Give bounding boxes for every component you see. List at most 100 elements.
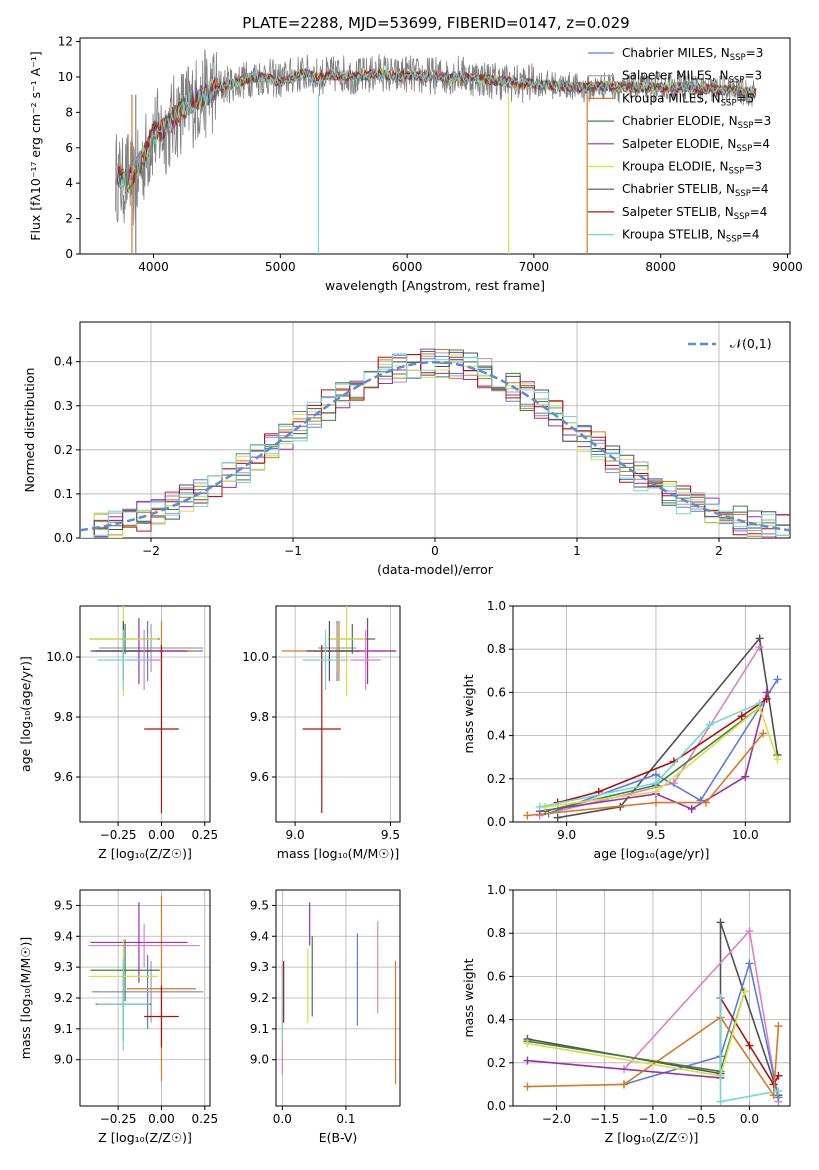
mass-weight-marker xyxy=(553,813,562,822)
x-tick-label: 0.00 xyxy=(148,1112,175,1126)
errorbar-point xyxy=(306,621,353,681)
errorbar-point xyxy=(302,645,341,813)
x-tick-label: −1.5 xyxy=(590,1112,619,1126)
y-tick-label: 0.6 xyxy=(487,969,506,983)
y-tick-label: 1.0 xyxy=(487,883,506,897)
x-tick-label: 9.0 xyxy=(286,828,305,842)
y-tick-label: 0.2 xyxy=(487,772,506,786)
age-vs-mass-plot xyxy=(281,606,397,813)
y-tick-label: 9.8 xyxy=(250,710,269,724)
x-tick-label: −1.0 xyxy=(638,1112,667,1126)
mass-weight-line xyxy=(545,706,779,808)
mass-weight-line xyxy=(623,960,780,1098)
errorbar-point xyxy=(90,902,188,983)
mass-weight-line xyxy=(548,678,779,815)
y-tick-label: 0.2 xyxy=(487,1056,506,1070)
massweight-vs-age-axes: 9.0 9.5 10.0 0.0 0.2 0.4 0.6 0.8 1.0 age [log₁₀(a… xyxy=(461,599,791,861)
legend-entry: Salpeter ELODIE, NSSP=4 xyxy=(622,137,770,154)
legend-entry: Kroupa MILES, NSSP=5 xyxy=(622,91,754,108)
x-tick-label: 0.0 xyxy=(273,1112,292,1126)
y-tick-label: 1.0 xyxy=(487,599,506,613)
y-tick-label: 0.8 xyxy=(487,642,506,656)
y-tick-label: 0.4 xyxy=(54,355,73,369)
mass-vs-ebv-xlabel: E(B-V) xyxy=(319,1130,358,1145)
mass-vs-Z-xlabel: Z [log₁₀(Z/Z☉)] xyxy=(98,1130,192,1145)
mass-vs-Z-frame xyxy=(79,889,211,1107)
age-vs-Z-frame xyxy=(79,605,211,823)
x-tick-label: 2 xyxy=(715,544,723,558)
normal-legend-label: 𝒩(0,1) xyxy=(730,336,772,351)
y-tick-label: 10.0 xyxy=(242,650,269,664)
histogram-step-line xyxy=(80,353,790,538)
mass-weight-marker xyxy=(651,798,660,807)
spectrum-xlabel: wavelength [Angstrom, rest frame] xyxy=(325,278,545,293)
x-tick-label: 9000 xyxy=(772,260,803,274)
mass-vs-ebv-axes: 0.0 0.1 9.0 9.1 9.2 9.3 9.4 9.5 E(B-V) xyxy=(250,889,401,1145)
y-tick-label: 9.2 xyxy=(54,991,73,1005)
errorbar-point xyxy=(302,630,349,690)
mass-weight-marker xyxy=(745,927,754,936)
y-tick-label: 9.0 xyxy=(250,1053,269,1067)
mass-weight-marker xyxy=(755,699,764,708)
mass-weight-marker xyxy=(759,729,768,738)
mass-weight-marker xyxy=(702,798,711,807)
errorbar-point xyxy=(97,630,150,690)
mass-weight-marker xyxy=(774,1022,783,1031)
massweight-vs-age-xlabel: age [log₁₀(age/yr)] xyxy=(594,846,710,861)
y-tick-label: 0.1 xyxy=(54,487,73,501)
mass-weight-marker xyxy=(523,1039,532,1048)
x-tick-label: −0.25 xyxy=(100,1112,137,1126)
y-tick-label: 9.6 xyxy=(54,770,73,784)
errorbar-point xyxy=(90,939,160,1002)
errorbar-point xyxy=(99,624,204,672)
mass-vs-Z-axes: −0.25 0.00 0.25 9.0 9.1 9.2 9.3 9.4 9.5 Z [log₁₀(… xyxy=(18,889,218,1145)
spectrum-legend: Chabrier MILES, NSSP=3 Salpeter MILES, NS… xyxy=(588,46,771,245)
y-tick-label: 0.0 xyxy=(487,1099,506,1113)
x-tick-label: −1 xyxy=(284,544,302,558)
mass-weight-marker xyxy=(774,1086,783,1095)
legend-entry: Kroupa STELIB, NSSP=4 xyxy=(622,228,760,245)
spectrum-plot xyxy=(115,48,757,254)
x-tick-label: 0 xyxy=(431,544,439,558)
age-vs-Z-xlabel: Z [log₁₀(Z/Z☉)] xyxy=(98,846,192,861)
y-tick-label: 9.1 xyxy=(54,1022,73,1036)
y-tick-label: 2 xyxy=(65,212,73,226)
mass-weight-marker xyxy=(741,772,750,781)
y-tick-label: 9.2 xyxy=(250,991,269,1005)
mass-weight-marker xyxy=(651,770,660,779)
x-tick-label: 0.1 xyxy=(336,1112,355,1126)
y-tick-label: 9.3 xyxy=(250,960,269,974)
errorbar-point xyxy=(327,606,366,696)
legend-entry: Chabrier ELODIE, NSSP=3 xyxy=(622,114,771,131)
errorbar-point xyxy=(350,630,381,690)
y-tick-label: 9.5 xyxy=(250,898,269,912)
y-tick-label: 9.8 xyxy=(54,710,73,724)
mass-weight-marker xyxy=(745,1041,754,1050)
mass-weight-marker xyxy=(773,675,782,684)
legend-entry: Kroupa ELODIE, NSSP=3 xyxy=(622,160,762,177)
massweight-vs-Z-xlabel: Z [log₁₀(Z/Z☉)] xyxy=(605,1130,699,1145)
mass-weight-line xyxy=(539,646,761,817)
mass-weight-marker xyxy=(619,1080,628,1089)
x-tick-label: 9.5 xyxy=(381,828,400,842)
residual-hist-frame xyxy=(79,321,791,539)
spectrum-ylabel: Flux [fλ10⁻¹⁷ erg cm⁻² s⁻¹ A⁻¹] xyxy=(28,51,43,240)
mass-weight-marker xyxy=(755,643,764,652)
x-tick-label: 9.5 xyxy=(646,828,665,842)
x-tick-label: 10.0 xyxy=(732,828,759,842)
massweight-vs-Z-plot xyxy=(523,918,783,1106)
x-tick-label: 6000 xyxy=(392,260,423,274)
age-vs-Z-plot xyxy=(88,606,204,813)
age-vs-Z-axes: −0.25 0.00 0.25 9.6 9.8 10.0 Z [log₁₀(Z/Z☉)] ag… xyxy=(18,605,218,861)
y-tick-label: 9.4 xyxy=(250,929,269,943)
x-tick-label: −2 xyxy=(142,544,160,558)
errorbar-point xyxy=(97,957,150,1051)
errorbar-point xyxy=(88,923,200,968)
x-tick-label: 4000 xyxy=(138,260,169,274)
x-tick-label: 7000 xyxy=(519,260,550,274)
mass-weight-line xyxy=(557,636,779,819)
y-tick-label: 0 xyxy=(65,247,73,261)
x-tick-label: 0.25 xyxy=(191,828,218,842)
residual-hist-ylabel: Normed distribution xyxy=(22,368,37,493)
